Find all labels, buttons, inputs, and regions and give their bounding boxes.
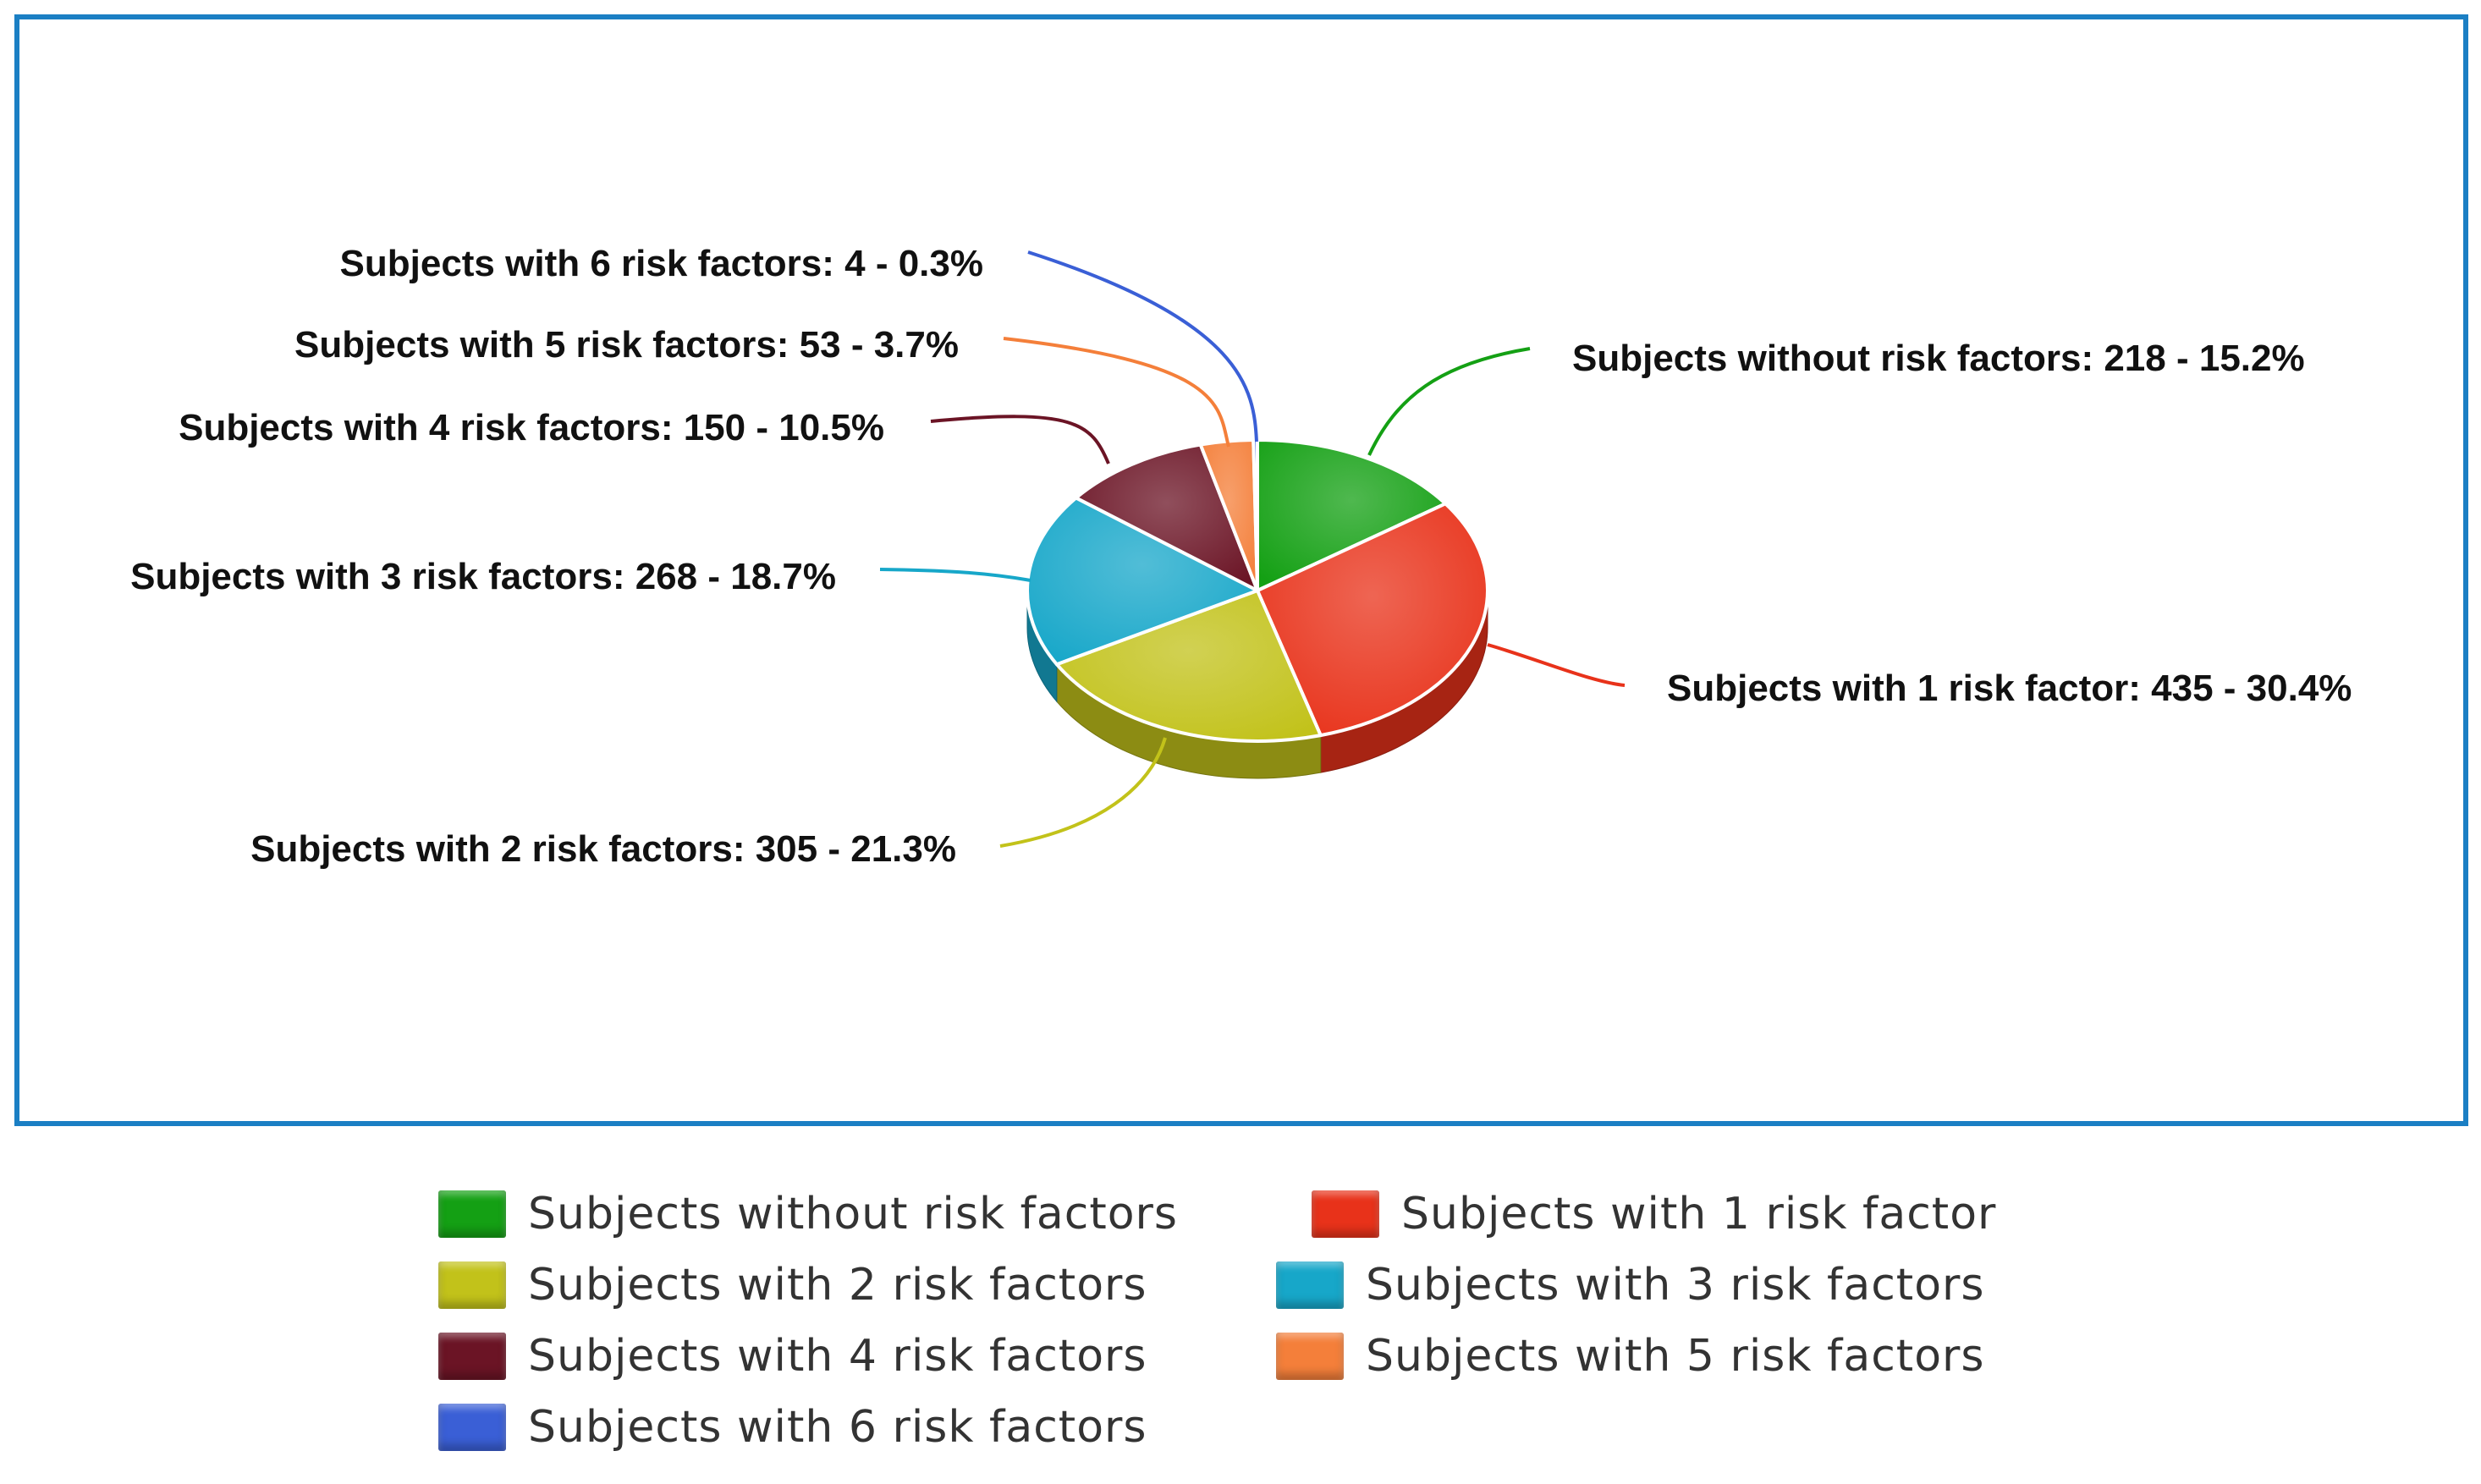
- data-label-3: Subjects with 3 risk factors: 268 - 18.7…: [130, 556, 836, 597]
- legend-item-0[interactable]: Subjects without risk factors: [438, 1184, 1178, 1244]
- data-label-6: Subjects with 6 risk factors: 4 - 0.3%: [340, 243, 983, 284]
- legend-item-1[interactable]: Subjects with 1 risk factor: [1312, 1184, 1996, 1244]
- legend-item-4[interactable]: Subjects with 4 risk factors: [438, 1327, 1147, 1386]
- legend-item-5[interactable]: Subjects with 5 risk factors: [1276, 1327, 1984, 1386]
- legend-swatch: [438, 1404, 506, 1451]
- pie-top-group: [1026, 437, 1489, 743]
- leader-line-1: [1487, 643, 1626, 687]
- legend-swatch: [438, 1333, 506, 1380]
- pie-slice-0: [1256, 438, 1448, 592]
- pie-slice-4: [1074, 442, 1259, 592]
- legend-label: Subjects with 4 risk factors: [528, 1331, 1147, 1382]
- leader-line-6: [1027, 250, 1258, 442]
- legend-swatch: [1276, 1333, 1344, 1380]
- leader-line-3: [879, 568, 1031, 582]
- data-label-4: Subjects with 4 risk factors: 150 - 10.5…: [179, 407, 884, 448]
- legend-label: Subjects with 6 risk factors: [528, 1402, 1147, 1453]
- pie-slice-1: [1256, 502, 1489, 738]
- legend-item-3[interactable]: Subjects with 3 risk factors: [1276, 1256, 1984, 1315]
- legend-item-6[interactable]: Subjects with 6 risk factors: [438, 1398, 1147, 1457]
- legend-swatch: [438, 1190, 506, 1238]
- legend-swatch: [438, 1261, 506, 1309]
- data-label-2: Subjects with 2 risk factors: 305 - 21.3…: [250, 828, 956, 870]
- leader-line-0: [1367, 347, 1531, 456]
- pie-slice-2: [1054, 589, 1323, 743]
- leader-line-4: [930, 415, 1110, 464]
- data-label-5: Subjects with 5 risk factors: 53 - 3.7%: [294, 324, 959, 366]
- legend-label: Subjects with 5 risk factors: [1366, 1331, 1985, 1382]
- legend-label: Subjects with 3 risk factors: [1366, 1260, 1985, 1311]
- legend-label: Subjects with 2 risk factors: [528, 1260, 1147, 1311]
- legend-item-2[interactable]: Subjects with 2 risk factors: [438, 1256, 1147, 1315]
- legend-swatch: [1312, 1190, 1379, 1238]
- leader-line-2: [999, 737, 1167, 848]
- data-labels-group: Subjects without risk factors: 218 - 15.…: [130, 243, 2352, 870]
- legend-label: Subjects without risk factors: [528, 1189, 1179, 1239]
- legend-swatch: [1276, 1261, 1344, 1309]
- leader-lines-group: [879, 250, 1626, 848]
- leader-line-5: [1003, 337, 1230, 448]
- legend: Subjects without risk factors Subjects wi…: [0, 1184, 2481, 1484]
- data-label-1: Subjects with 1 risk factor: 435 - 30.4%: [1667, 668, 2352, 709]
- legend-label: Subjects with 1 risk factor: [1401, 1189, 1997, 1239]
- pie-chart: Subjects without risk factors: 218 - 15.…: [130, 243, 2352, 870]
- data-label-0: Subjects without risk factors: 218 - 15.…: [1572, 338, 2305, 379]
